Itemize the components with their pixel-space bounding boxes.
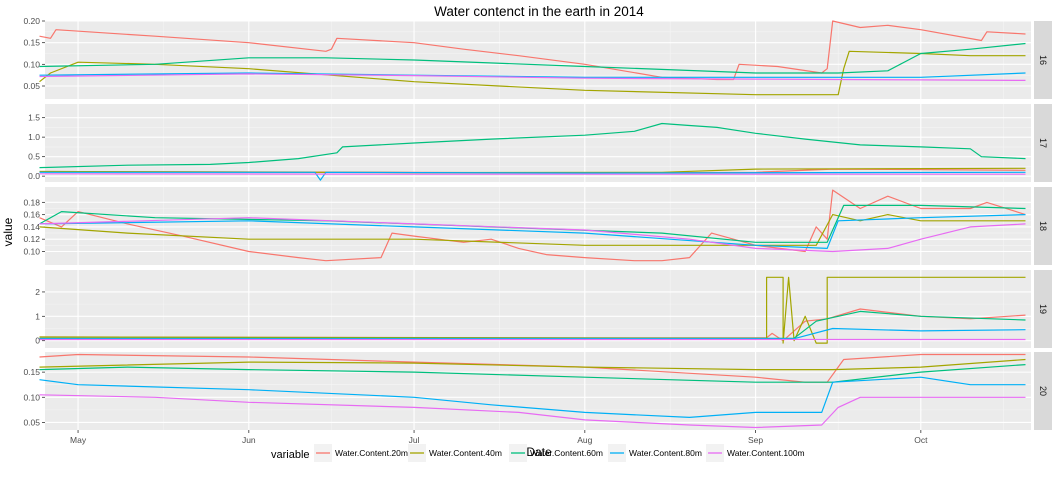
- y-tick-label: 1.0: [28, 132, 40, 142]
- x-tick-label: May: [70, 435, 87, 445]
- series-line-water-content-80m: [39, 376, 1026, 418]
- facet-panel-18: 0.10 0.12 0.14 0.16 0.18 18: [23, 187, 1052, 265]
- y-tick-label: 2: [35, 287, 40, 297]
- series-line-water-content-20m: [39, 353, 1026, 383]
- facet-strip: [1034, 352, 1052, 430]
- series-line-water-content-80m: [39, 214, 1026, 249]
- legend-item: Water.Content.80m: [608, 444, 702, 462]
- series-line-water-content-100m: [39, 73, 1026, 81]
- legend-label: Water.Content.40m: [429, 448, 502, 458]
- y-tick-label: 0.12: [23, 234, 40, 244]
- x-tick-label: Jun: [242, 435, 256, 445]
- series-line-water-content-60m: [39, 204, 1026, 243]
- legend: variable Water.Content.20m Water.Content.…: [271, 444, 805, 462]
- x-axis-label: Date: [526, 445, 552, 459]
- x-tick-label: Sep: [748, 435, 763, 445]
- y-tick-label: 0.14: [23, 222, 40, 232]
- x-axis: May Jun Jul Aug Sep Oct: [70, 430, 928, 445]
- y-tick-label: 0.20: [23, 16, 40, 26]
- facet-strip-label: 20: [1038, 386, 1048, 396]
- panel-background: [45, 104, 1031, 182]
- series-line-water-content-40m: [39, 276, 1026, 344]
- facet-strip: [1034, 21, 1052, 99]
- y-tick-label: 0.05: [23, 81, 40, 91]
- legend-label: Water.Content.100m: [727, 448, 805, 458]
- x-tick-label: Aug: [577, 435, 592, 445]
- legend-item: Water.Content.60m: [509, 444, 603, 462]
- series-line-water-content-40m: [39, 214, 1026, 246]
- legend-label: Water.Content.20m: [335, 448, 408, 458]
- y-tick-label: 0.0: [28, 171, 40, 181]
- series-line-water-content-100m: [39, 394, 1026, 429]
- y-tick-label: 0.10: [23, 59, 40, 69]
- series-line-water-content-60m: [39, 122, 1026, 169]
- y-tick-label: 0.05: [23, 417, 40, 427]
- legend-label: Water.Content.60m: [530, 448, 603, 458]
- y-axis-label: value: [1, 217, 15, 246]
- panel-background: [45, 352, 1031, 430]
- series-line-water-content-60m: [39, 364, 1026, 383]
- series-line-water-content-80m: [39, 327, 1026, 340]
- x-tick-label: Jul: [409, 435, 420, 445]
- series-line-water-content-80m: [39, 72, 1026, 78]
- y-tick-label: 0.15: [23, 38, 40, 48]
- series-line-water-content-40m: [39, 358, 1026, 371]
- series-line-water-content-60m: [39, 42, 1026, 74]
- legend-item: Water.Content.20m: [314, 444, 408, 462]
- facet-panel-16: 0.05 0.10 0.15 0.20 16: [23, 16, 1052, 99]
- y-tick-label: 0.15: [23, 367, 40, 377]
- y-tick-label: 0: [35, 336, 40, 346]
- series-line-water-content-100m: [39, 217, 1026, 253]
- facet-strip-label: 16: [1038, 55, 1048, 65]
- y-tick-label: 1.5: [28, 113, 40, 123]
- legend-item: Water.Content.100m: [706, 444, 805, 462]
- y-tick-label: 1: [35, 311, 40, 321]
- y-tick-label: 0.16: [23, 210, 40, 220]
- facet-strip: [1034, 270, 1052, 348]
- y-tick-label: 0.18: [23, 197, 40, 207]
- series-line-water-content-20m: [39, 189, 1026, 262]
- facet-panel-17: 0.0 0.5 1.0 1.5 17: [28, 104, 1052, 182]
- panel-background: [45, 270, 1031, 348]
- y-tick-label: 0.10: [23, 392, 40, 402]
- facet-panel-19: 0 1 2 19: [35, 270, 1052, 348]
- panel-background: [45, 21, 1031, 99]
- facet-panels: 0.05 0.10 0.15 0.20 16 0.0 0.5 1.0 1.5 17 0.10 0.12…: [23, 16, 1052, 430]
- chart-title: Water contenct in the earth in 2014: [434, 4, 644, 19]
- facet-strip: [1034, 187, 1052, 265]
- y-tick-label: 0.10: [23, 246, 40, 256]
- series-line-water-content-40m: [39, 50, 1026, 96]
- facet-strip-label: 18: [1038, 221, 1048, 231]
- legend-label: Water.Content.80m: [629, 448, 702, 458]
- facet-strip: [1034, 104, 1052, 182]
- legend-title: variable: [271, 449, 310, 461]
- series-line-water-content-80m: [39, 171, 1026, 181]
- x-tick-label: Oct: [914, 435, 928, 445]
- facet-panel-20: 0.05 0.10 0.15 20: [23, 352, 1052, 430]
- legend-item: Water.Content.40m: [408, 444, 502, 462]
- facet-strip-label: 19: [1038, 304, 1048, 314]
- facet-strip-label: 17: [1038, 138, 1048, 148]
- y-tick-label: 0.5: [28, 152, 40, 162]
